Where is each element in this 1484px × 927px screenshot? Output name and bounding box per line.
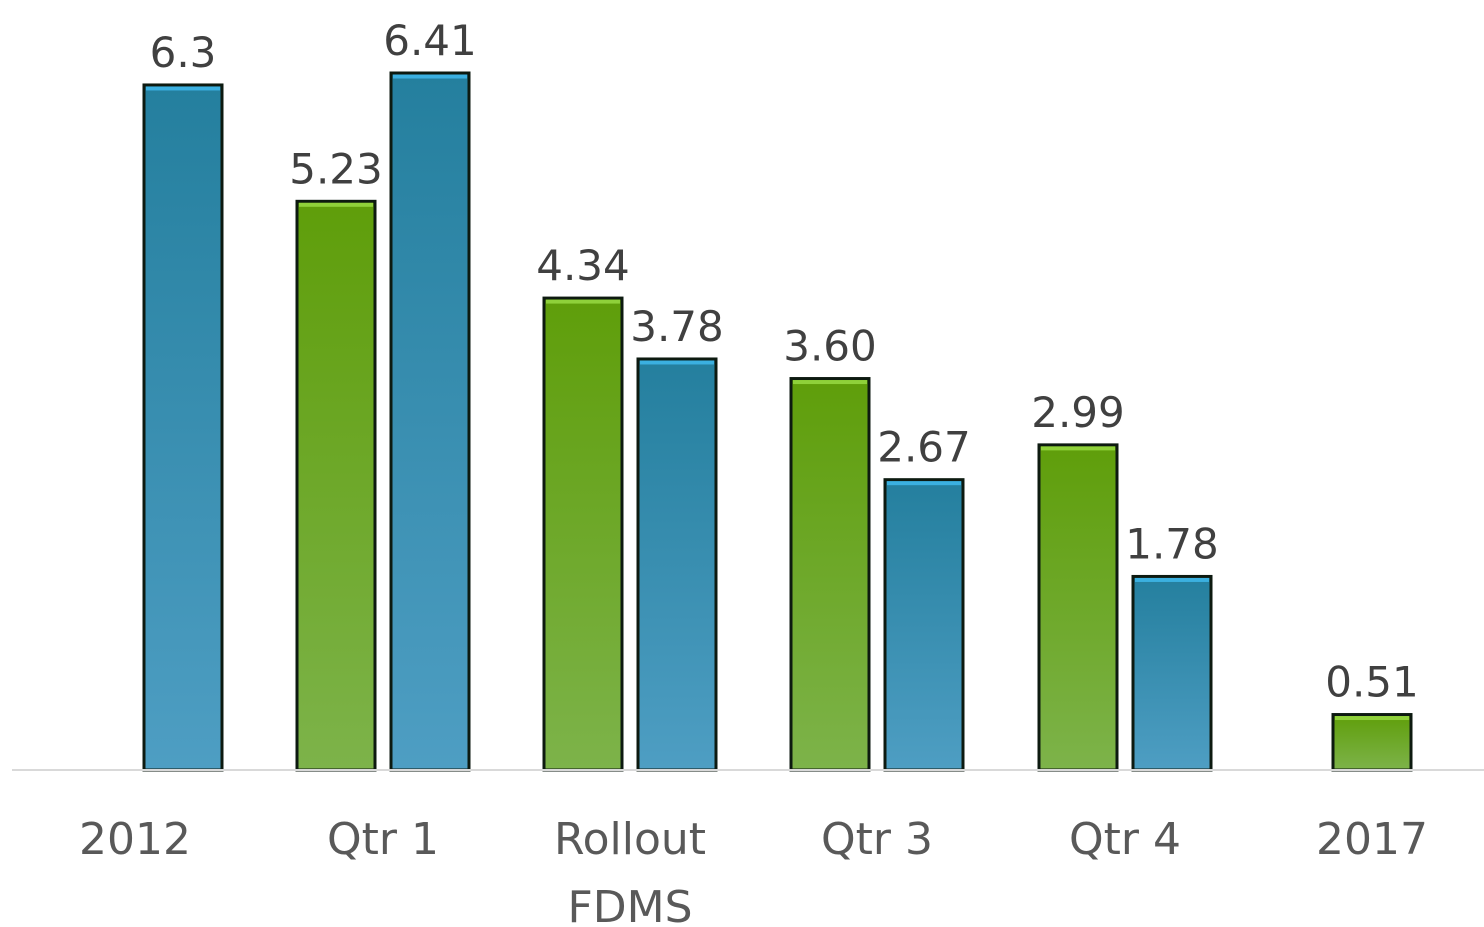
data-label: 3.78 bbox=[630, 302, 724, 351]
bar-series1-cat4 bbox=[789, 377, 871, 772]
data-label: 3.60 bbox=[783, 322, 877, 371]
bar-series2-cat1 bbox=[142, 83, 224, 772]
bar-series2-cat4 bbox=[883, 478, 965, 772]
bar-top-highlight bbox=[1335, 716, 1409, 721]
bar-top-highlight bbox=[146, 86, 220, 91]
bar-series1-cat6 bbox=[1331, 713, 1413, 772]
bar-series2-cat5 bbox=[1131, 574, 1213, 772]
data-label: 0.51 bbox=[1325, 658, 1419, 707]
category-label: Qtr 1 bbox=[327, 814, 439, 865]
bar-top-highlight bbox=[1135, 577, 1209, 582]
bar-top-highlight bbox=[299, 202, 373, 207]
bar-series1-cat5 bbox=[1037, 443, 1119, 772]
data-label: 6.41 bbox=[383, 16, 477, 65]
category-labels-group: 2012 Qtr 1 Rollout FDMS Qtr 3 Qtr 4 2017 bbox=[79, 814, 1428, 927]
data-label: 4.34 bbox=[536, 241, 630, 290]
data-label: 2.67 bbox=[877, 423, 971, 472]
bar-series2-cat3 bbox=[636, 357, 718, 772]
category-label: FDMS bbox=[567, 882, 692, 927]
category-label: Qtr 4 bbox=[1069, 814, 1181, 865]
data-label: 1.78 bbox=[1125, 519, 1219, 568]
bar-top-highlight bbox=[1041, 446, 1115, 451]
bar-top-highlight bbox=[546, 299, 620, 304]
category-label: 2017 bbox=[1316, 814, 1428, 865]
bar-series1-cat2 bbox=[295, 199, 377, 772]
bar-top-highlight bbox=[393, 74, 467, 79]
category-label: Qtr 3 bbox=[821, 814, 933, 865]
bar-top-highlight bbox=[887, 481, 961, 486]
category-label: Rollout bbox=[554, 814, 706, 865]
bar-series2-cat2 bbox=[389, 71, 471, 772]
bar-top-highlight bbox=[640, 360, 714, 365]
data-label: 5.23 bbox=[289, 144, 383, 193]
value-labels-group: 6.3 5.23 6.41 4.343.78 3.60 2.67 2.99 1.78 0.51 bbox=[150, 16, 1419, 707]
data-label: 6.3 bbox=[150, 28, 217, 77]
category-label: 2012 bbox=[79, 814, 191, 865]
bar-top-highlight bbox=[793, 380, 867, 385]
bar-series1-cat3 bbox=[542, 296, 624, 772]
data-label: 2.99 bbox=[1031, 388, 1125, 437]
